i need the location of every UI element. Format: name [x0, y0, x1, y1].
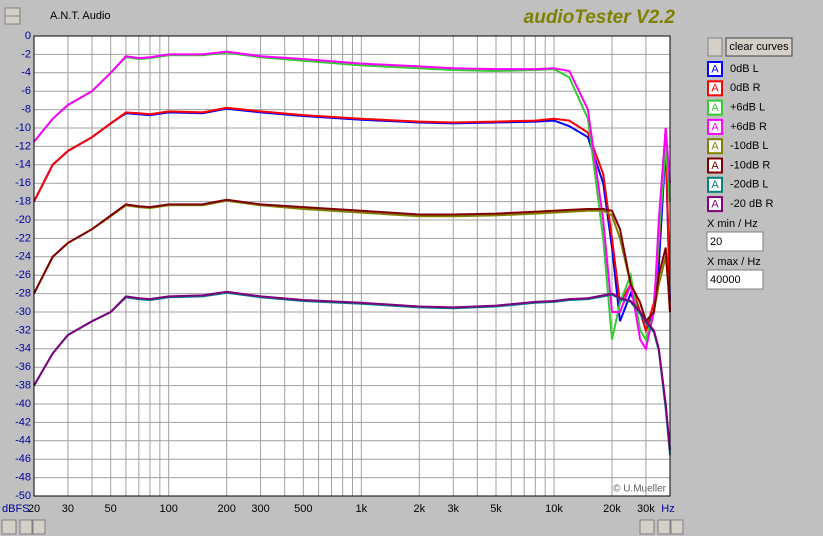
legend-label: -10dB L	[730, 140, 769, 152]
legend-icon: A	[711, 102, 719, 114]
legend-label: -20dB L	[730, 179, 769, 191]
y-tick-label: -30	[15, 306, 31, 318]
y-tick-label: -8	[21, 104, 31, 116]
y-tick-label: -6	[21, 85, 31, 97]
xmin-label: X min / Hz	[707, 218, 758, 230]
x-tick-label: 3k	[447, 503, 459, 515]
x-tick-label: 1k	[356, 503, 368, 515]
y-tick-label: -48	[15, 472, 31, 484]
y-tick-label: -18	[15, 196, 31, 208]
x-tick-label: 50	[105, 503, 117, 515]
legend-icon: A	[711, 121, 719, 133]
legend-icon: A	[711, 83, 719, 95]
clear-button[interactable]	[725, 37, 793, 57]
legend-label: -10dB R	[730, 159, 770, 171]
y-tick-label: -12	[15, 140, 31, 152]
y-tick-label: -40	[15, 398, 31, 410]
y-tick-label: -2	[21, 48, 31, 60]
xmax-label: X max / Hz	[707, 256, 761, 268]
y-tick-label: -16	[15, 177, 31, 189]
legend-label: 0dB R	[730, 82, 761, 94]
legend-label: +6dB R	[730, 121, 767, 133]
plot-border	[33, 35, 671, 497]
xmax-value: 40000	[710, 274, 741, 286]
x-axis-unit: Hz	[661, 503, 674, 515]
legend-icon: A	[711, 160, 719, 172]
y-tick-label: -42	[15, 416, 31, 428]
y-tick-label: -38	[15, 380, 31, 392]
clear-button-label: clear curves	[729, 41, 789, 53]
copyright: © U.Mueller	[613, 484, 667, 495]
y-tick-label: -36	[15, 361, 31, 373]
y-tick-label: -10	[15, 122, 31, 134]
y-tick-label: -24	[15, 251, 31, 263]
y-tick-label: -14	[15, 159, 31, 171]
legend-label: +6dB L	[730, 102, 765, 114]
app-title: audioTester V2.2	[524, 7, 676, 28]
curve	[33, 50, 671, 352]
legend-swatch[interactable]	[707, 61, 723, 77]
plot-area	[34, 36, 670, 496]
legend-icon: A	[711, 63, 719, 75]
legend-swatch[interactable]	[707, 99, 723, 116]
legend-swatch[interactable]	[707, 176, 723, 193]
y-tick-label: -46	[15, 453, 31, 465]
legend-swatch[interactable]	[707, 118, 723, 135]
x-tick-label: 500	[294, 503, 312, 515]
scroll-left[interactable]	[19, 519, 33, 535]
legend-icon: A	[711, 199, 719, 211]
legend: A 0dB L A 0dB R A +6dB L A +6dB R A -10dB L A -10dB…	[707, 61, 773, 213]
curve-spinner[interactable]	[707, 37, 723, 57]
scroll-right[interactable]	[32, 519, 46, 535]
curve	[33, 198, 671, 324]
legend-label: -20 dB R	[730, 198, 773, 210]
y-tick-label: -22	[15, 232, 31, 244]
xmin-input[interactable]	[706, 231, 764, 252]
legend-icon: A	[711, 141, 719, 153]
x-tick-label: 200	[217, 503, 235, 515]
legend-swatch[interactable]	[707, 138, 723, 155]
x-tick-label: 300	[251, 503, 269, 515]
x-tick-label: 30k	[637, 503, 655, 515]
curve	[33, 290, 671, 451]
x-tick-label: 20k	[603, 503, 621, 515]
y-tick-label: 0	[25, 30, 31, 42]
y-tick-label: -26	[15, 269, 31, 281]
scroll-spinner[interactable]	[1, 519, 17, 535]
scroll-right-right[interactable]	[670, 519, 684, 535]
company: A.N.T. Audio	[50, 10, 111, 22]
xmin-value: 20	[710, 236, 722, 248]
plot	[33, 35, 671, 497]
y-tick-label: -50	[15, 490, 31, 502]
legend-swatch[interactable]	[707, 157, 723, 174]
legend-swatch[interactable]	[707, 80, 723, 97]
x-tick-label: 100	[159, 503, 177, 515]
scroll-spinner-right[interactable]	[639, 519, 655, 535]
x-tick-label: 20	[28, 503, 40, 515]
x-tick-label: 5k	[490, 503, 502, 515]
y-tick-label: -32	[15, 324, 31, 336]
xmax-input[interactable]	[706, 269, 764, 290]
x-tick-label: 10k	[545, 503, 563, 515]
y-tick-label: -34	[15, 343, 31, 355]
legend-swatch[interactable]	[707, 196, 723, 213]
y-tick-label: -44	[15, 435, 31, 447]
y-tick-label: -4	[21, 67, 31, 79]
legend-label: 0dB L	[730, 63, 759, 75]
legend-icon: A	[711, 179, 719, 191]
x-tick-label: 2k	[414, 503, 426, 515]
y-tick-label: -20	[15, 214, 31, 226]
x-tick-label: 30	[62, 503, 74, 515]
y-tick-label: -28	[15, 288, 31, 300]
y-axis-unit: dBFS	[2, 503, 30, 515]
scroll-left-right[interactable]	[657, 519, 671, 535]
